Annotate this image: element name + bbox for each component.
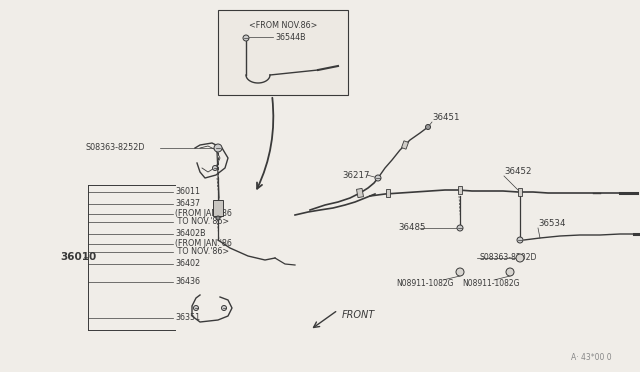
Text: (FROM JAN.'86: (FROM JAN.'86 — [175, 240, 232, 248]
Bar — [518, 188, 522, 196]
Text: N08911-1082G: N08911-1082G — [462, 279, 520, 289]
Text: 36437: 36437 — [175, 199, 200, 208]
Text: FRONT: FRONT — [342, 310, 375, 320]
Circle shape — [193, 305, 198, 311]
Bar — [356, 188, 364, 198]
Circle shape — [517, 237, 523, 243]
Bar — [213, 200, 223, 216]
Circle shape — [506, 268, 514, 276]
Bar — [458, 186, 463, 193]
Circle shape — [243, 35, 249, 41]
Circle shape — [221, 305, 227, 311]
Circle shape — [457, 225, 463, 231]
Text: S08363-8252D: S08363-8252D — [86, 144, 145, 153]
Text: N08911-1082G: N08911-1082G — [396, 279, 454, 289]
Circle shape — [212, 166, 218, 170]
Text: 36402: 36402 — [175, 260, 200, 269]
Circle shape — [456, 268, 464, 276]
Text: A· 43*00 0: A· 43*00 0 — [572, 353, 612, 362]
Text: TO NOV.'86>: TO NOV.'86> — [175, 218, 229, 227]
Text: 36485: 36485 — [398, 224, 426, 232]
Text: (FROM JAN.'86: (FROM JAN.'86 — [175, 209, 232, 218]
Bar — [385, 189, 390, 196]
Text: S08363-8202D: S08363-8202D — [480, 253, 538, 263]
Text: <FROM NOV.86>: <FROM NOV.86> — [249, 21, 317, 30]
Bar — [401, 141, 408, 149]
Text: 36351: 36351 — [175, 314, 200, 323]
Text: 36452: 36452 — [504, 167, 531, 176]
Circle shape — [214, 144, 222, 152]
Text: 36402B: 36402B — [175, 230, 205, 238]
Text: 36544B: 36544B — [275, 32, 306, 42]
Circle shape — [375, 175, 381, 181]
Text: 36011: 36011 — [175, 187, 200, 196]
Text: TO NOV.'86>: TO NOV.'86> — [175, 247, 229, 257]
Text: 36436: 36436 — [175, 278, 200, 286]
Circle shape — [216, 216, 220, 220]
Circle shape — [516, 254, 524, 262]
Text: 36010: 36010 — [60, 252, 96, 262]
Text: 36451: 36451 — [432, 113, 460, 122]
Bar — [218, 10, 348, 95]
Circle shape — [426, 125, 431, 129]
Text: 36217: 36217 — [342, 170, 369, 180]
Text: 36534: 36534 — [538, 219, 566, 228]
